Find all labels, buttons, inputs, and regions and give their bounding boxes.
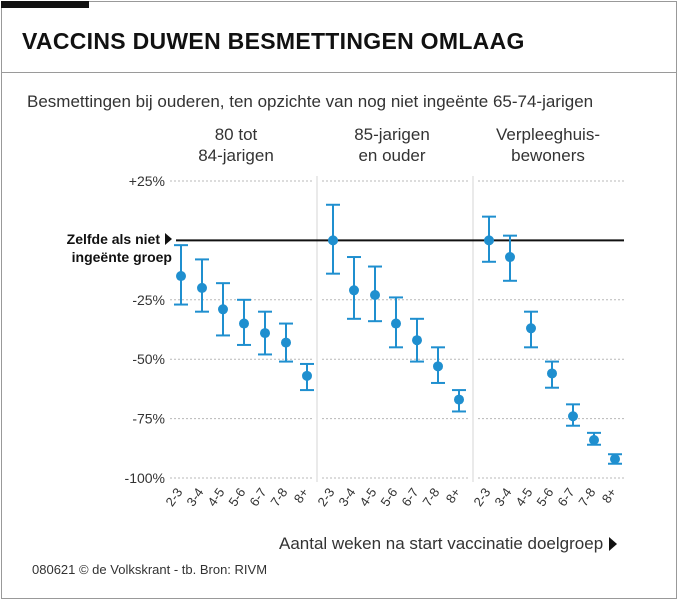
x-tick-label: 7-8 bbox=[419, 485, 442, 509]
x-tick-label: 8+ bbox=[443, 485, 464, 506]
x-tick-label: 7-8 bbox=[575, 485, 598, 509]
data-point bbox=[218, 304, 228, 315]
x-tick-label: 5-6 bbox=[533, 485, 556, 509]
x-tick-label: 3-4 bbox=[183, 485, 206, 509]
chart-headline: VACCINS DUWEN BESMETTINGEN OMLAAG bbox=[22, 28, 525, 54]
x-tick-label: 3-4 bbox=[491, 485, 514, 509]
x-tick-label: 4-5 bbox=[512, 485, 535, 509]
data-point bbox=[505, 252, 515, 263]
reference-label-line1: Zelfde als niet bbox=[66, 231, 160, 247]
source-credit: 080621 © de Volkskrant - tb. Bron: RIVM bbox=[32, 562, 268, 577]
panel-title-line2: en ouder bbox=[358, 146, 426, 165]
panel-title-line1: 85-jarigen bbox=[354, 125, 430, 144]
x-tick-label: 3-4 bbox=[335, 485, 358, 509]
x-tick-label: 4-5 bbox=[356, 485, 379, 509]
panel-title-line2: bewoners bbox=[511, 146, 585, 165]
x-tick-label: 2-3 bbox=[314, 485, 337, 509]
x-tick-label: 7-8 bbox=[267, 485, 290, 509]
x-tick-label: 6-7 bbox=[398, 485, 421, 509]
panel-title-line2: 84-jarigen bbox=[198, 146, 274, 165]
y-tick-label: -25% bbox=[132, 292, 165, 308]
x-axis-title: Aantal weken na start vaccinatie doelgro… bbox=[279, 534, 618, 554]
x-tick-label: 8+ bbox=[291, 485, 312, 506]
data-point bbox=[260, 328, 270, 339]
data-point bbox=[391, 318, 401, 329]
data-point bbox=[328, 235, 338, 246]
data-point bbox=[302, 370, 312, 381]
panel-title-85-plus: 85-jarigen en ouder bbox=[312, 124, 472, 166]
data-point bbox=[197, 282, 207, 293]
data-point bbox=[349, 285, 359, 296]
x-tick-label: 4-5 bbox=[204, 485, 227, 509]
x-tick-label: 2-3 bbox=[162, 485, 185, 509]
panel-title-line1: Verpleeghuis- bbox=[496, 125, 600, 144]
data-point bbox=[433, 361, 443, 372]
data-point bbox=[610, 453, 620, 464]
data-point bbox=[239, 318, 249, 329]
data-point bbox=[370, 290, 380, 301]
panel-title-80-84: 80 tot 84-jarigen bbox=[156, 124, 316, 166]
y-tick-label: +25% bbox=[129, 173, 165, 189]
x-tick-label: 2-3 bbox=[470, 485, 493, 509]
data-point bbox=[589, 434, 599, 445]
data-point bbox=[454, 394, 464, 405]
x-axis-title-text: Aantal weken na start vaccinatie doelgro… bbox=[279, 534, 604, 553]
panel-title-line1: 80 tot bbox=[214, 125, 258, 144]
chart-subtitle: Besmettingen bij ouderen, ten opzichte v… bbox=[27, 92, 594, 111]
data-point bbox=[176, 271, 186, 282]
reference-label: Zelfde als niet ingeënte groep bbox=[44, 230, 172, 266]
triangle-right-icon bbox=[609, 537, 618, 551]
x-tick-label: 8+ bbox=[599, 485, 620, 506]
data-point bbox=[412, 335, 422, 346]
x-tick-label: 5-6 bbox=[377, 485, 400, 509]
x-tick-label: 6-7 bbox=[246, 485, 269, 509]
data-point bbox=[484, 235, 494, 246]
header-rule bbox=[1, 72, 677, 73]
reference-label-line2: ingeënte groep bbox=[71, 249, 172, 265]
data-point bbox=[568, 411, 578, 422]
brand-bar bbox=[1, 1, 89, 8]
y-tick-label: -100% bbox=[125, 470, 165, 486]
data-point bbox=[526, 323, 536, 334]
x-tick-label: 5-6 bbox=[225, 485, 248, 509]
x-tick-label: 6-7 bbox=[554, 485, 577, 509]
data-point bbox=[547, 368, 557, 379]
panel-title-nursing-home: Verpleeghuis- bewoners bbox=[468, 124, 628, 166]
triangle-right-icon bbox=[165, 233, 172, 245]
y-tick-label: -50% bbox=[132, 351, 165, 367]
y-tick-label: -75% bbox=[132, 411, 165, 427]
data-point bbox=[281, 337, 291, 348]
